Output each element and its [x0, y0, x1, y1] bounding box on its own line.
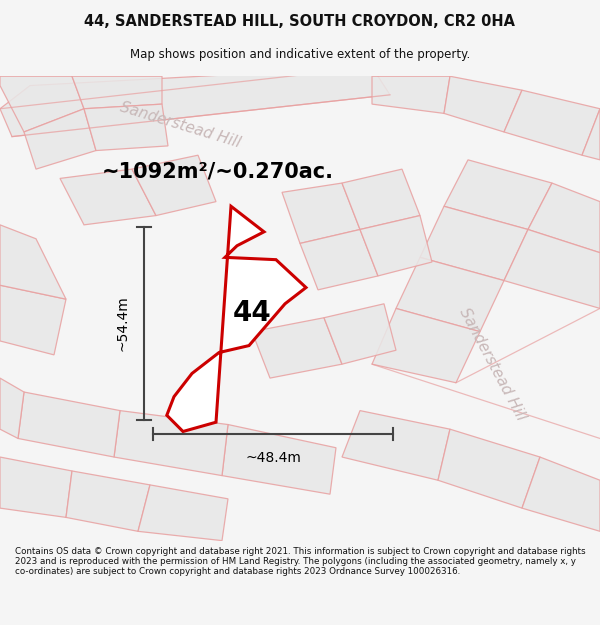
Polygon shape: [342, 411, 450, 480]
Polygon shape: [60, 169, 156, 225]
Polygon shape: [0, 76, 84, 132]
Polygon shape: [360, 216, 432, 276]
Text: 44: 44: [233, 299, 271, 327]
Polygon shape: [300, 229, 378, 290]
Polygon shape: [72, 76, 162, 109]
Text: ~48.4m: ~48.4m: [245, 451, 301, 466]
Polygon shape: [18, 392, 120, 457]
Polygon shape: [222, 424, 336, 494]
Polygon shape: [0, 378, 24, 439]
Polygon shape: [252, 318, 342, 378]
Polygon shape: [528, 183, 600, 253]
Polygon shape: [504, 229, 600, 308]
Polygon shape: [24, 109, 96, 169]
Polygon shape: [84, 104, 168, 151]
Polygon shape: [0, 457, 72, 518]
Polygon shape: [282, 183, 360, 243]
Text: Contains OS data © Crown copyright and database right 2021. This information is : Contains OS data © Crown copyright and d…: [15, 546, 586, 576]
Polygon shape: [138, 485, 228, 541]
Polygon shape: [372, 76, 450, 113]
Polygon shape: [444, 160, 552, 229]
Text: Sanderstead Hill: Sanderstead Hill: [456, 305, 528, 423]
Polygon shape: [114, 411, 228, 476]
Polygon shape: [66, 471, 150, 531]
Text: 44, SANDERSTEAD HILL, SOUTH CROYDON, CR2 0HA: 44, SANDERSTEAD HILL, SOUTH CROYDON, CR2…: [85, 14, 515, 29]
Polygon shape: [444, 76, 522, 132]
Polygon shape: [132, 155, 216, 216]
Polygon shape: [420, 206, 528, 281]
Text: ~1092m²/~0.270ac.: ~1092m²/~0.270ac.: [102, 161, 334, 181]
Polygon shape: [504, 90, 600, 155]
Polygon shape: [167, 206, 306, 431]
Polygon shape: [582, 109, 600, 160]
Polygon shape: [324, 304, 396, 364]
Text: Sanderstead Hill: Sanderstead Hill: [118, 99, 242, 151]
Polygon shape: [0, 67, 390, 137]
Polygon shape: [0, 225, 66, 299]
Polygon shape: [522, 457, 600, 531]
Text: Map shows position and indicative extent of the property.: Map shows position and indicative extent…: [130, 48, 470, 61]
Polygon shape: [396, 258, 504, 332]
Polygon shape: [0, 285, 66, 355]
Polygon shape: [372, 308, 480, 382]
Polygon shape: [438, 429, 540, 508]
Polygon shape: [342, 169, 420, 229]
Text: ~54.4m: ~54.4m: [115, 296, 129, 351]
